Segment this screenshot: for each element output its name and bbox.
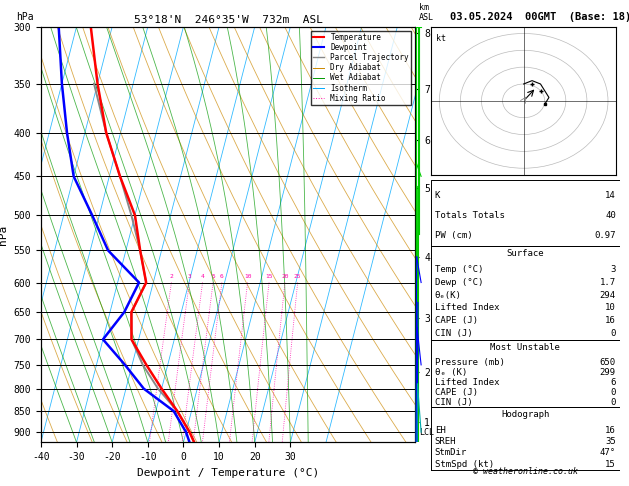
- Text: CAPE (J): CAPE (J): [435, 388, 477, 397]
- Text: 35: 35: [605, 437, 616, 446]
- Text: 6: 6: [220, 274, 224, 279]
- Text: 47°: 47°: [599, 449, 616, 457]
- Text: 3: 3: [187, 274, 191, 279]
- Text: CAPE (J): CAPE (J): [435, 316, 477, 325]
- Text: 3: 3: [610, 265, 616, 275]
- Text: Lifted Index: Lifted Index: [435, 378, 499, 387]
- Text: 40: 40: [605, 211, 616, 220]
- Text: Pressure (mb): Pressure (mb): [435, 358, 504, 367]
- Text: 650: 650: [599, 358, 616, 367]
- Text: 10: 10: [605, 303, 616, 312]
- Text: 299: 299: [599, 368, 616, 377]
- Text: 0: 0: [610, 398, 616, 407]
- Text: CIN (J): CIN (J): [435, 398, 472, 407]
- Text: kt: kt: [437, 34, 447, 43]
- Text: θₑ (K): θₑ (K): [435, 368, 467, 377]
- Text: 03.05.2024  00GMT  (Base: 18): 03.05.2024 00GMT (Base: 18): [450, 12, 629, 22]
- Text: 6: 6: [610, 378, 616, 387]
- Text: 16: 16: [605, 426, 616, 435]
- Text: 1.7: 1.7: [599, 278, 616, 287]
- Legend: Temperature, Dewpoint, Parcel Trajectory, Dry Adiabat, Wet Adiabat, Isotherm, Mi: Temperature, Dewpoint, Parcel Trajectory…: [311, 31, 411, 105]
- Text: 15: 15: [605, 460, 616, 469]
- Text: 2: 2: [170, 274, 173, 279]
- Text: Surface: Surface: [506, 248, 544, 258]
- Text: 15: 15: [265, 274, 273, 279]
- Text: StmSpd (kt): StmSpd (kt): [435, 460, 494, 469]
- Text: 0: 0: [610, 329, 616, 338]
- Text: Most Unstable: Most Unstable: [490, 343, 560, 352]
- Text: Lifted Index: Lifted Index: [435, 303, 499, 312]
- Text: Temp (°C): Temp (°C): [435, 265, 483, 275]
- Title: 53°18'N  246°35'W  732m  ASL: 53°18'N 246°35'W 732m ASL: [133, 15, 323, 25]
- Text: 0.97: 0.97: [594, 231, 616, 240]
- Text: 4: 4: [201, 274, 204, 279]
- Text: Dewp (°C): Dewp (°C): [435, 278, 483, 287]
- Text: 25: 25: [294, 274, 301, 279]
- Y-axis label: hPa: hPa: [0, 225, 8, 244]
- Text: 294: 294: [599, 291, 616, 300]
- Text: K: K: [435, 191, 440, 200]
- Text: 20: 20: [281, 274, 289, 279]
- Text: hPa: hPa: [16, 12, 34, 22]
- Text: StmDir: StmDir: [435, 449, 467, 457]
- Text: 14: 14: [605, 191, 616, 200]
- Text: θₑ(K): θₑ(K): [435, 291, 462, 300]
- Text: km
ASL: km ASL: [419, 3, 434, 22]
- Text: 10: 10: [244, 274, 252, 279]
- Text: PW (cm): PW (cm): [435, 231, 472, 240]
- Text: Hodograph: Hodograph: [501, 410, 549, 419]
- Text: 0: 0: [610, 388, 616, 397]
- Text: LCL: LCL: [419, 428, 434, 436]
- Text: EH: EH: [435, 426, 445, 435]
- Text: Totals Totals: Totals Totals: [435, 211, 504, 220]
- Text: 5: 5: [211, 274, 215, 279]
- Text: 16: 16: [605, 316, 616, 325]
- X-axis label: Dewpoint / Temperature (°C): Dewpoint / Temperature (°C): [137, 468, 319, 478]
- Text: SREH: SREH: [435, 437, 456, 446]
- Text: © weatheronline.co.uk: © weatheronline.co.uk: [473, 467, 577, 476]
- Text: CIN (J): CIN (J): [435, 329, 472, 338]
